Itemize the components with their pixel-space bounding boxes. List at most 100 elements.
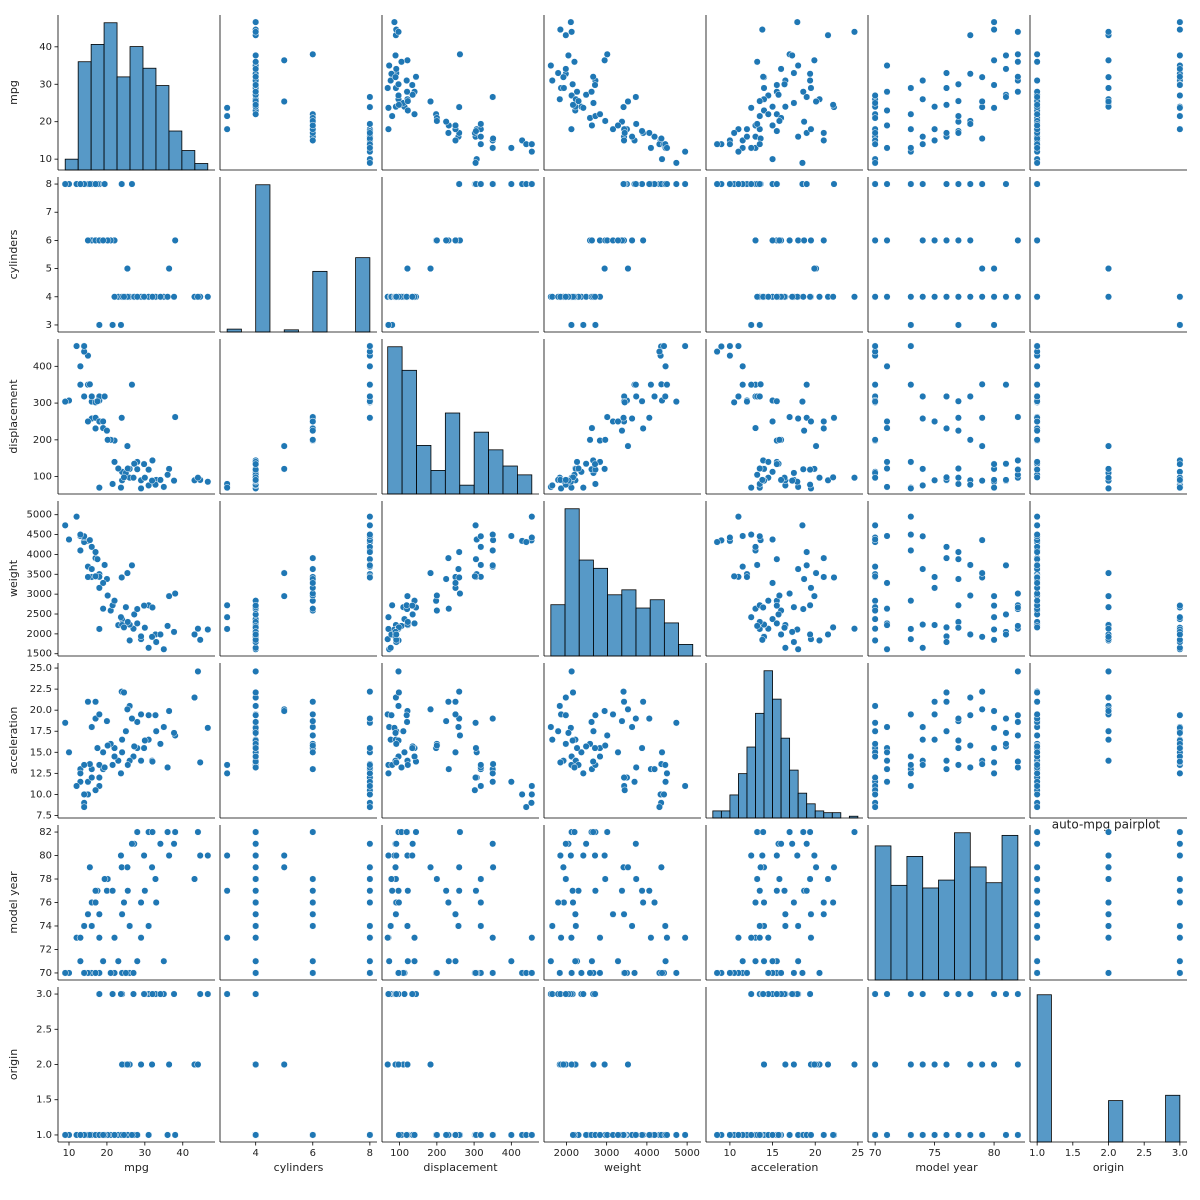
scatter-point xyxy=(80,392,88,401)
scatter-point xyxy=(966,711,974,719)
scatter-point xyxy=(647,934,655,942)
scatter-point xyxy=(91,969,100,977)
scatter-point xyxy=(871,625,879,633)
scatter-point xyxy=(638,397,646,405)
scatter-point xyxy=(1104,898,1113,907)
scatter-point xyxy=(954,548,962,556)
scatter-point xyxy=(769,417,777,426)
scatter-point xyxy=(252,58,260,66)
scatter-point xyxy=(99,417,107,426)
scatter-point xyxy=(252,922,260,930)
scatter-point xyxy=(252,875,260,883)
y-tick-label: 100 xyxy=(33,472,52,483)
scatter-point xyxy=(145,644,153,652)
scatter-point xyxy=(1104,922,1113,930)
scatter-point xyxy=(366,863,374,871)
scatter-point xyxy=(110,934,119,942)
scatter-point xyxy=(919,236,927,244)
scatter-point xyxy=(764,293,772,301)
scatter-point xyxy=(1033,93,1041,101)
scatter-point xyxy=(589,828,597,836)
scatter-point xyxy=(507,778,515,786)
scatter-point xyxy=(919,736,927,744)
scatter-point xyxy=(794,61,802,70)
scatter-point xyxy=(1033,381,1041,389)
histogram-bar xyxy=(663,622,679,657)
scatter-point xyxy=(196,851,204,860)
scatter-point xyxy=(871,572,879,580)
scatter-point xyxy=(978,293,986,301)
scatter-point xyxy=(140,990,148,998)
x-tick-label: 80 xyxy=(988,1148,1001,1159)
scatter-point xyxy=(164,828,172,836)
scatter-point xyxy=(871,990,879,998)
scatter-point xyxy=(798,969,806,977)
scatter-point xyxy=(1033,898,1041,907)
scatter-point xyxy=(366,922,374,930)
scatter-point xyxy=(1176,476,1184,484)
scatter-point xyxy=(773,602,781,610)
histogram-bar xyxy=(550,604,566,657)
scatter-point xyxy=(527,799,535,807)
scatter-point xyxy=(747,484,755,492)
scatter-point xyxy=(661,922,669,930)
scatter-point xyxy=(171,1131,179,1139)
y-tick-label: 2500 xyxy=(27,609,52,620)
scatter-point xyxy=(171,236,179,244)
scatter-point xyxy=(756,887,764,895)
scatter-point xyxy=(91,424,100,432)
scatter-point xyxy=(954,112,962,120)
scatter-point xyxy=(366,120,374,128)
scatter-point xyxy=(662,778,670,786)
scatter-point xyxy=(128,1131,136,1139)
scatter-point xyxy=(252,863,260,871)
scatter-point xyxy=(1176,840,1184,848)
scatter-point xyxy=(1002,610,1010,618)
scatter-point xyxy=(663,180,671,188)
histogram-bar xyxy=(746,746,756,819)
scatter-point xyxy=(160,645,168,653)
scatter-point xyxy=(747,144,755,152)
scatter-point xyxy=(806,630,814,639)
scatter-point xyxy=(444,129,452,137)
scatter-point xyxy=(133,465,141,473)
histogram-bar xyxy=(593,567,609,657)
scatter-point xyxy=(753,58,761,66)
scatter-point xyxy=(1033,466,1041,474)
scatter-point xyxy=(76,381,84,389)
scatter-point xyxy=(1033,863,1041,871)
scatter-point xyxy=(426,1060,435,1069)
scatter-point xyxy=(1104,84,1113,92)
scatter-point xyxy=(1033,887,1041,895)
scatter-point xyxy=(309,742,317,750)
scatter-point xyxy=(954,293,962,301)
scatter-point xyxy=(747,613,755,621)
scatter-point xyxy=(110,293,119,301)
scatter-point xyxy=(433,117,441,125)
scatter-point xyxy=(931,698,939,706)
scatter-point xyxy=(93,397,101,405)
scatter-point xyxy=(907,546,915,555)
scatter-point xyxy=(123,569,131,577)
scatter-point xyxy=(164,622,172,630)
scatter-point xyxy=(88,392,96,401)
scatter-point xyxy=(309,136,317,144)
scatter-point xyxy=(758,26,766,34)
scatter-point xyxy=(152,898,160,907)
scatter-point xyxy=(978,442,986,450)
scatter-point xyxy=(1033,58,1041,66)
scatter-point xyxy=(568,1060,576,1069)
scatter-point xyxy=(366,957,374,965)
scatter-point xyxy=(931,125,939,133)
scatter-point xyxy=(388,112,396,120)
scatter-point xyxy=(1033,144,1041,152)
scatter-point xyxy=(1176,468,1184,476)
scatter-point xyxy=(140,460,148,468)
scatter-point xyxy=(793,18,801,26)
scatter-point xyxy=(758,636,766,644)
scatter-point xyxy=(489,1131,497,1139)
scatter-point xyxy=(444,698,452,706)
scatter-point xyxy=(104,742,112,750)
scatter-point xyxy=(954,555,962,563)
scatter-point xyxy=(954,97,962,105)
